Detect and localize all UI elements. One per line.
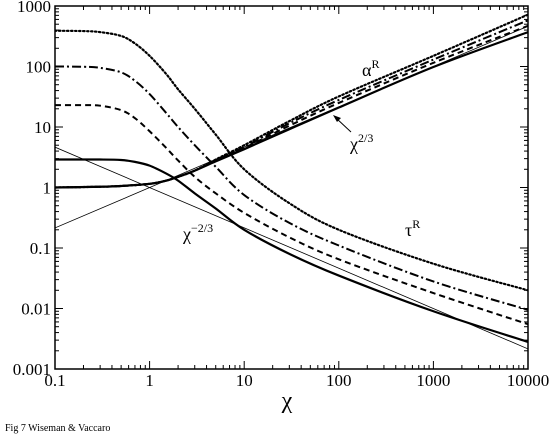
tau-dotted-line bbox=[55, 29, 528, 292]
tau-solid-line bbox=[55, 158, 528, 343]
x-tick-label: 1000 bbox=[416, 371, 450, 390]
y-tick-label: 0.1 bbox=[30, 239, 51, 258]
x-axis-label: χ bbox=[281, 388, 293, 414]
alpha-dashed-line bbox=[55, 24, 528, 189]
y-tick-label: 1000 bbox=[17, 0, 51, 16]
figure-caption: Fig 7 Wiseman & Vaccaro bbox=[5, 423, 111, 434]
x-tick-label: 10 bbox=[236, 371, 253, 390]
y-tick-label: 10 bbox=[34, 118, 51, 137]
y-tick-label: 1 bbox=[43, 179, 52, 198]
y-tick-label: 100 bbox=[26, 58, 52, 77]
alpha-dashdot-line bbox=[55, 19, 528, 189]
alpha-solid-line bbox=[55, 31, 528, 189]
tick-labels: 0.1 1 10 100 1000 10000 0.001 0.01 0.1 1 10 100 1000 bbox=[13, 0, 550, 390]
alpha-annotation: αR bbox=[362, 57, 379, 80]
chi-pos-arrowhead-icon bbox=[333, 115, 341, 122]
y-tick-label: 0.01 bbox=[21, 300, 51, 319]
chi-pos-annotation: χ2/3 bbox=[349, 131, 373, 154]
x-tick-label: 10000 bbox=[507, 371, 550, 390]
tau-dashed-line bbox=[55, 104, 528, 326]
tau-dashdot-line bbox=[55, 65, 528, 311]
x-tick-label: 0.1 bbox=[44, 371, 65, 390]
chi-neg-annotation: χ−2/3 bbox=[182, 221, 213, 244]
alpha-dotted-line bbox=[55, 13, 528, 189]
plot-frame bbox=[54, 5, 529, 370]
reference-thin-line bbox=[55, 25, 528, 229]
x-tick-label: 1 bbox=[145, 371, 154, 390]
y-tick-label: 0.001 bbox=[13, 360, 51, 379]
axis-ticks bbox=[54, 6, 528, 370]
reference-thin-line bbox=[55, 146, 528, 350]
tau-annotation: τR bbox=[405, 217, 420, 240]
x-tick-label: 100 bbox=[326, 371, 352, 390]
series-layer bbox=[55, 13, 528, 350]
